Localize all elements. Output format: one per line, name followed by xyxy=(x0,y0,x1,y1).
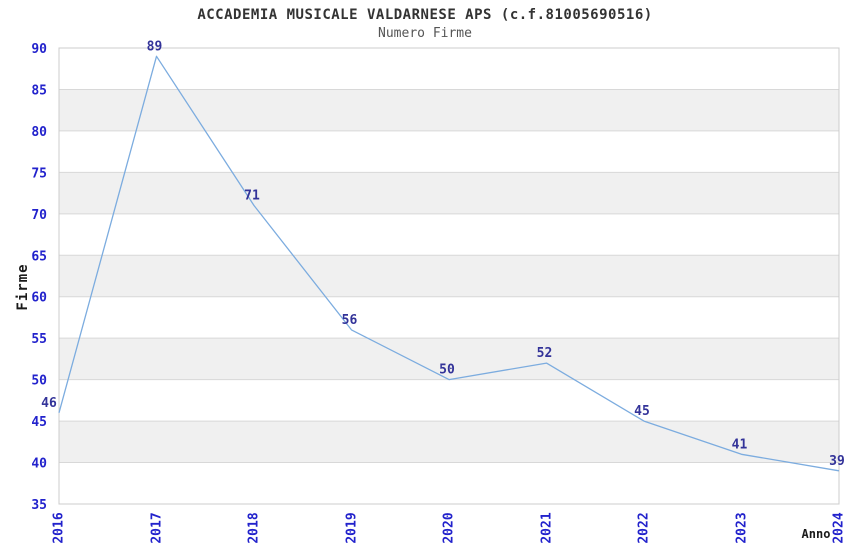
y-tick-label: 80 xyxy=(31,125,47,140)
y-tick-label: 45 xyxy=(31,415,47,430)
y-axis-title: Firme xyxy=(15,263,31,311)
x-axis-title: Anno xyxy=(801,527,831,541)
plot-band xyxy=(59,338,839,380)
data-point-label: 41 xyxy=(732,437,748,452)
x-tick-label: 2021 xyxy=(539,512,554,544)
y-tick-label: 60 xyxy=(31,291,47,306)
y-tick-label: 85 xyxy=(31,83,47,98)
data-point-label: 45 xyxy=(634,404,650,419)
plot-band xyxy=(59,421,839,463)
x-tick-label: 2022 xyxy=(636,512,652,544)
data-point-label: 52 xyxy=(537,346,553,361)
x-tick-label: 2018 xyxy=(246,512,262,544)
y-tick-label: 35 xyxy=(31,498,47,513)
y-tick-label: 50 xyxy=(31,374,47,389)
y-tick-label: 75 xyxy=(31,166,47,181)
y-tick-label: 40 xyxy=(31,457,47,472)
y-tick-label: 90 xyxy=(31,42,47,57)
x-tick-label: 2023 xyxy=(734,512,749,544)
data-line xyxy=(58,55,840,472)
data-point-label: 46 xyxy=(41,396,57,411)
x-tick-label: 2019 xyxy=(344,512,359,544)
x-tick-label: 2024 xyxy=(831,512,847,544)
x-tick-label: 2020 xyxy=(441,512,457,544)
plot-band xyxy=(59,255,839,297)
data-point-label: 71 xyxy=(244,189,260,204)
y-tick-label: 55 xyxy=(31,332,47,347)
y-tick-label: 70 xyxy=(31,208,47,223)
x-tick-label: 2016 xyxy=(51,512,67,544)
chart-title: ACCADEMIA MUSICALE VALDARNESE APS (c.f.8… xyxy=(197,7,653,23)
plot-band xyxy=(59,172,839,214)
y-tick-label: 65 xyxy=(31,249,47,264)
plot-border xyxy=(58,47,840,505)
x-tick-label: 2017 xyxy=(149,512,164,544)
data-point-label: 56 xyxy=(342,313,358,328)
data-point-label: 89 xyxy=(147,39,163,54)
data-point-label: 50 xyxy=(439,363,455,378)
chart-subtitle: Numero Firme xyxy=(378,26,472,41)
data-point-label: 39 xyxy=(829,454,845,469)
plot-band xyxy=(59,89,839,131)
